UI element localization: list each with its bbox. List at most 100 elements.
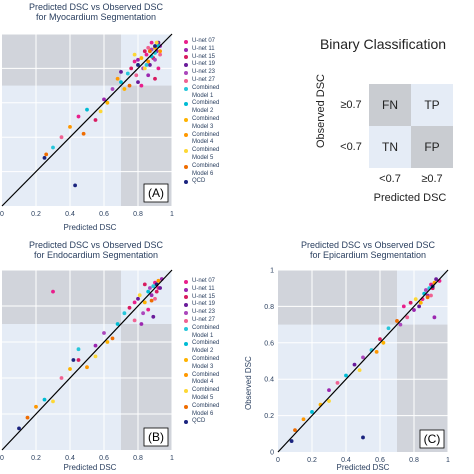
data-point <box>102 97 106 102</box>
data-point <box>153 296 157 301</box>
data-point <box>136 63 140 67</box>
legend-item[interactable]: Combined Model 1 <box>184 85 219 101</box>
panel-b-legend: U-net 07 U-net 11 U-net 15 U-net 19 U-net 23… <box>184 278 219 426</box>
legend-item[interactable]: U-net 19 <box>184 61 219 69</box>
legend-label: U-net 27 <box>192 76 216 83</box>
legend-item[interactable]: U-net 23 <box>184 309 219 317</box>
panel-tag: (B) <box>148 430 164 444</box>
legend-item[interactable]: Combined Model 6 <box>184 163 219 179</box>
legend-marker <box>184 287 188 292</box>
panel-b-title-line1: Predicted DSC vs Observed DSC <box>28 240 164 250</box>
legend-item[interactable]: U-net 11 <box>184 46 219 54</box>
legend-item[interactable]: Combined Model 4 <box>184 132 219 148</box>
data-point <box>59 135 64 140</box>
data-point <box>293 428 297 433</box>
data-point <box>418 300 423 305</box>
legend-item[interactable]: QCD <box>184 418 219 426</box>
legend-item[interactable]: U-net 11 <box>184 286 219 294</box>
data-point <box>408 300 413 305</box>
data-point <box>105 100 110 105</box>
legend-label: Combined Model 1 <box>192 324 220 339</box>
legend-item[interactable]: U-net 07 <box>184 38 219 46</box>
legend-item[interactable]: U-net 27 <box>184 317 219 325</box>
legend-item[interactable]: Combined Model 5 <box>184 147 219 163</box>
legend-marker <box>184 342 188 347</box>
legend-item[interactable]: Combined Model 3 <box>184 116 219 132</box>
data-point <box>327 388 331 393</box>
data-point <box>149 298 154 303</box>
legend-label: Combined Model 6 <box>192 162 220 177</box>
data-point <box>119 80 123 85</box>
data-point <box>136 80 140 85</box>
legend-label: QCD <box>192 178 206 185</box>
data-point <box>139 83 144 88</box>
data-point <box>68 367 72 371</box>
legend-label: Combined Model 4 <box>192 371 220 386</box>
legend-label: Combined Model 3 <box>192 115 220 130</box>
legend-item[interactable]: U-net 23 <box>184 69 219 77</box>
data-point <box>125 71 130 76</box>
legend-item[interactable]: QCD <box>184 178 219 186</box>
legend-item[interactable]: U-net 19 <box>184 301 219 309</box>
matrix-title: Binary Classification <box>319 36 447 52</box>
data-point <box>76 347 81 352</box>
legend-item[interactable]: U-net 15 <box>184 54 219 62</box>
legend-label: Combined Model 3 <box>192 355 220 370</box>
legend-marker <box>184 148 188 153</box>
legend-marker <box>184 318 188 323</box>
legend-item[interactable]: Combined Model 4 <box>184 372 219 388</box>
data-point <box>148 49 152 54</box>
legend-item[interactable]: U-net 07 <box>184 278 219 286</box>
legend-item[interactable]: U-net 15 <box>184 294 219 302</box>
data-point <box>136 296 140 301</box>
legend-marker <box>184 102 188 107</box>
legend-marker <box>184 303 188 308</box>
legend-item[interactable]: U-net 27 <box>184 77 219 85</box>
legend-item[interactable]: Combined Model 2 <box>184 100 219 116</box>
x-tick-label: 0.6 <box>99 211 109 218</box>
legend-marker <box>184 78 188 83</box>
data-point <box>158 49 163 54</box>
x-tick-label: 0 <box>0 455 4 462</box>
data-point <box>154 40 159 45</box>
data-point <box>151 314 156 319</box>
legend-label: U-net 15 <box>192 293 216 300</box>
data-point <box>132 52 137 57</box>
data-point <box>146 59 151 64</box>
legend-item[interactable]: Combined Model 1 <box>184 325 219 341</box>
data-point <box>98 109 103 114</box>
data-point <box>357 368 362 372</box>
matrix-row-label-low: <0.7 <box>340 141 362 153</box>
x-tick-label: 0 <box>276 457 280 464</box>
legend-marker <box>184 357 188 362</box>
legend-marker <box>184 373 188 378</box>
legend-label: QCD <box>192 418 206 425</box>
legend-item[interactable]: Combined Model 5 <box>184 387 219 403</box>
legend-label: U-net 19 <box>192 61 216 68</box>
legend-label: U-net 15 <box>192 53 216 60</box>
legend-marker <box>184 180 188 185</box>
data-point <box>153 57 157 62</box>
legend-marker <box>184 310 188 315</box>
legend-marker <box>184 388 188 393</box>
panel-a-legend: U-net 07 U-net 11 U-net 15 U-net 19 U-net 23… <box>184 38 219 186</box>
panel-tag-box <box>419 429 445 449</box>
data-point <box>137 293 142 298</box>
legend-item[interactable]: Combined Model 3 <box>184 356 219 372</box>
data-point <box>42 155 47 160</box>
panel-tag-box <box>143 183 169 203</box>
x-tick-label: 0.8 <box>133 455 143 462</box>
legend-marker <box>184 133 188 138</box>
legend-item[interactable]: Combined Model 6 <box>184 403 219 419</box>
legend-marker <box>184 63 188 68</box>
data-point <box>154 289 159 294</box>
data-point <box>395 319 399 323</box>
data-point <box>386 326 391 331</box>
legend-item[interactable]: Combined Model 2 <box>184 340 219 356</box>
matrix-xlabel: Predicted DSC <box>373 192 447 204</box>
data-point <box>156 278 161 283</box>
panel-tag: (C) <box>424 432 441 446</box>
panel-c-xlabel: Predicted DSC <box>336 463 390 472</box>
matrix-col-label-low: <0.7 <box>379 173 401 185</box>
x-tick-label: 0.4 <box>65 455 75 462</box>
